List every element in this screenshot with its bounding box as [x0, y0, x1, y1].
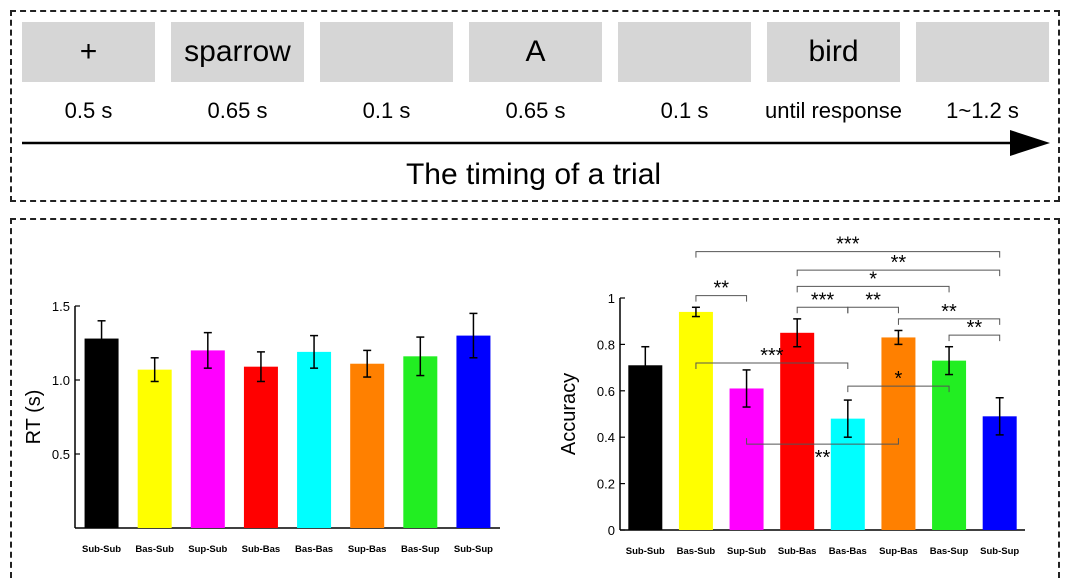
significance-label: ** — [815, 447, 831, 469]
y-tick-label: 0.4 — [597, 430, 615, 445]
significance-label: ** — [865, 289, 881, 311]
y-tick-label: 0.5 — [52, 447, 70, 462]
y-tick-label: 0 — [608, 523, 615, 538]
x-tick-label: Sub-Sup — [454, 544, 493, 555]
bar-bas-bas — [297, 351, 332, 528]
x-tick-label: Sub-Bas — [242, 544, 281, 555]
y-tick-label: 1.0 — [52, 373, 70, 388]
significance-bracket — [695, 251, 1001, 258]
significance-bracket — [948, 334, 1001, 342]
significance-label: * — [895, 368, 903, 390]
bar-sub-sub — [628, 365, 663, 530]
x-tick-label: Bas-Bas — [829, 546, 867, 557]
timeline-duration-2: 0.65 s — [207, 98, 268, 123]
significance-bracket — [897, 318, 1001, 325]
significance-label: ** — [941, 301, 957, 323]
bar-bas-sub — [137, 369, 172, 528]
x-tick-label: Bas-Bas — [295, 544, 333, 555]
timeline-box-word1: sparrow — [171, 22, 304, 82]
significance-label: *** — [760, 345, 784, 367]
y-tick-label: 1 — [608, 291, 615, 306]
significance-label: ** — [967, 317, 983, 339]
x-tick-label: Bas-Sub — [677, 546, 716, 557]
bar-bas-sub — [678, 311, 713, 530]
bar-sup-sub — [729, 388, 764, 530]
x-tick-label: Sub-Sup — [980, 546, 1019, 557]
timeline-panel — [10, 10, 1060, 202]
y-axis-label: RT (s) — [23, 390, 45, 445]
timeline-duration-1: 0.5 s — [64, 98, 113, 123]
x-tick-label: Bas-Sub — [135, 544, 174, 555]
significance-label: ** — [891, 252, 907, 274]
timeline-box-fixation: + — [22, 22, 155, 82]
x-tick-label: Bas-Sup — [930, 546, 969, 557]
bar-sub-sup — [456, 335, 491, 528]
y-tick-label: 1.5 — [52, 299, 70, 314]
timeline-box-word2: bird — [767, 22, 900, 82]
bar-sup-sub — [190, 350, 225, 528]
significance-label: * — [869, 268, 877, 290]
x-tick-label: Bas-Sup — [401, 544, 440, 555]
significance-bracket — [746, 438, 899, 445]
timeline-box-blank2 — [618, 22, 751, 82]
x-tick-label: Sup-Sub — [727, 546, 766, 557]
significance-bracket — [796, 269, 1001, 277]
y-tick-label: 0.6 — [597, 384, 615, 399]
bar-sub-sub — [84, 338, 119, 528]
timeline-duration-4: 0.65 s — [505, 98, 566, 123]
timeline-caption: The timing of a trial — [405, 158, 662, 191]
y-axis-label: Accuracy — [558, 373, 580, 455]
bar-sup-bas — [881, 337, 916, 530]
rt-bar-chart: 0.5 1.0 1.5 RT (s) Sub-Sub Bas-Sub Sup-Sub Sub-… — [23, 299, 500, 555]
x-tick-label: Sub-Bas — [778, 546, 817, 557]
significance-bracket — [796, 285, 950, 293]
timeline-duration-5: 0.1 s — [660, 98, 709, 123]
significance-bracket — [847, 385, 950, 393]
timeline-box-iti — [916, 22, 1049, 82]
significance-bracket — [847, 306, 899, 314]
significance-label: *** — [811, 289, 835, 311]
significance-bracket — [695, 295, 748, 302]
x-tick-label: Sup-Bas — [879, 546, 918, 557]
y-tick-label: 0.2 — [597, 477, 615, 492]
significance-bracket — [695, 362, 849, 369]
timeline-duration-7: 1~1.2 s — [946, 98, 1019, 123]
bar-sup-bas — [350, 363, 385, 528]
timeline-duration-6: until response — [765, 98, 902, 123]
bar-sub-bas — [243, 366, 278, 528]
x-tick-label: Sub-Sub — [626, 546, 665, 557]
y-tick-label: 0.8 — [597, 337, 615, 352]
x-tick-label: Sup-Bas — [348, 544, 387, 555]
significance-label: ** — [713, 278, 729, 300]
timeline-arrow — [22, 130, 1050, 156]
bar-sub-bas — [780, 332, 815, 530]
timeline-duration-3: 0.1 s — [362, 98, 411, 123]
results-panel — [10, 218, 1060, 578]
timeline-box-mask: A — [469, 22, 602, 82]
bar-bas-sup — [403, 356, 438, 528]
x-tick-label: Sub-Sub — [82, 544, 121, 555]
timeline-box-blank1 — [320, 22, 453, 82]
x-tick-label: Sup-Sub — [188, 544, 227, 555]
significance-label: *** — [836, 234, 860, 256]
accuracy-bar-chart: 0 0.2 0.4 0.6 0.8 1 Accuracy Sub-Sub Bas-Sub Sup-… — [558, 234, 1025, 557]
